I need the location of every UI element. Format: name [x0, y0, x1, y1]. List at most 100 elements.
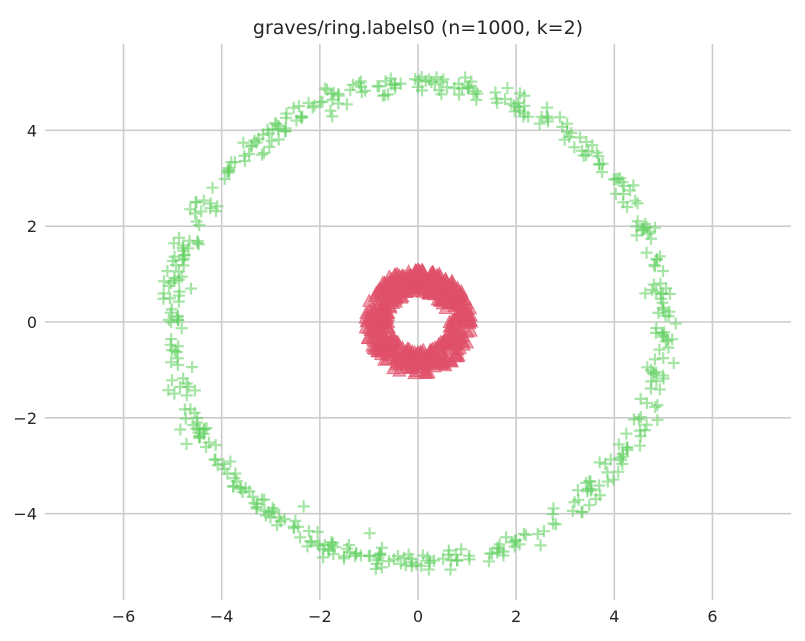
outer-ring-point	[630, 220, 643, 233]
outer-ring-point	[197, 194, 210, 207]
outer-ring-point	[168, 272, 181, 285]
outer-ring-point	[599, 457, 612, 470]
outer-ring-point	[620, 427, 633, 440]
outer-ring-point	[594, 489, 607, 502]
outer-ring-point	[657, 369, 670, 382]
outer-ring-point	[168, 345, 181, 358]
outer-ring-point	[660, 282, 673, 295]
inner-ring-point	[451, 347, 466, 362]
outer-ring-point	[422, 563, 435, 576]
outer-ring-point	[453, 88, 466, 101]
outer-ring-point	[517, 527, 530, 540]
outer-ring-point	[449, 548, 462, 561]
outer-ring-point	[452, 77, 465, 90]
x-tick-label: −6	[112, 607, 136, 626]
outer-ring-point	[653, 383, 666, 396]
x-tick-label: −2	[308, 607, 332, 626]
outer-ring-point	[373, 548, 386, 561]
outer-ring-point	[535, 110, 548, 123]
outer-ring-point	[410, 558, 423, 571]
outer-ring-point	[649, 400, 662, 413]
outer-ring-point	[174, 423, 187, 436]
outer-ring-point	[218, 172, 231, 185]
outer-ring-point	[612, 465, 625, 478]
outer-ring-point	[459, 71, 472, 84]
outer-ring-point	[658, 326, 671, 339]
inner-ring-point	[455, 328, 470, 343]
outer-ring-point	[180, 437, 193, 450]
inner-ring-point	[435, 345, 450, 359]
outer-ring-point	[621, 441, 634, 454]
outer-ring-point	[302, 96, 315, 109]
outer-ring-point	[178, 249, 191, 262]
outer-ring-point	[616, 450, 629, 463]
outer-ring-point	[425, 75, 438, 88]
outer-ring-point	[659, 335, 672, 348]
outer-ring-point	[324, 104, 337, 117]
outer-ring-point	[375, 541, 388, 554]
inner-ring-point	[373, 322, 388, 336]
outer-ring-point	[556, 120, 569, 133]
outer-ring-point	[531, 528, 544, 541]
outer-ring-point	[162, 384, 175, 397]
outer-ring-point	[268, 503, 281, 516]
outer-ring-point	[634, 411, 647, 424]
outer-ring-point	[272, 120, 285, 133]
outer-ring-point	[162, 313, 175, 326]
outer-ring-point	[340, 98, 353, 111]
outer-ring-point	[471, 87, 484, 100]
outer-ring-point	[383, 555, 396, 568]
outer-ring-point	[187, 418, 200, 431]
outer-ring-point	[165, 316, 178, 329]
y-tick-label: −4	[13, 505, 37, 524]
outer-ring-point	[171, 311, 184, 324]
outer-ring-point	[265, 134, 278, 147]
outer-ring-point	[582, 145, 595, 158]
outer-ring-point	[601, 475, 614, 488]
outer-ring-point	[640, 246, 653, 259]
outer-ring-point	[501, 82, 514, 95]
outer-ring-point	[645, 232, 658, 245]
y-tick-labels: −4 −2 0 2 4	[13, 121, 37, 523]
outer-ring-point	[500, 531, 513, 544]
outer-ring-point	[553, 111, 566, 124]
outer-ring-point	[206, 181, 219, 194]
outer-ring-point	[257, 146, 270, 159]
outer-ring-point	[637, 223, 650, 236]
outer-ring-point	[657, 352, 670, 365]
outer-ring-point	[540, 101, 553, 114]
outer-ring-point	[628, 413, 641, 426]
inner-ring-point	[389, 356, 404, 370]
inner-ring-point	[381, 319, 396, 334]
inner-ring-point	[373, 281, 388, 296]
outer-ring-point	[311, 537, 324, 550]
outer-ring-point	[497, 545, 510, 558]
outer-ring-point	[646, 283, 659, 296]
outer-ring-point	[272, 133, 285, 146]
inner-ring-point	[403, 279, 418, 294]
outer-ring-point	[173, 231, 186, 244]
inner-ring-point	[388, 267, 403, 282]
outer-ring-point	[344, 83, 357, 96]
outer-ring-point	[645, 375, 658, 388]
outer-ring-point	[379, 75, 392, 88]
outer-ring-point	[593, 456, 606, 469]
outer-ring-point	[256, 148, 269, 161]
outer-ring-point	[518, 89, 531, 102]
outer-ring-point	[639, 287, 652, 300]
outer-ring-point	[629, 194, 642, 207]
outer-ring-point	[463, 553, 476, 566]
inner-ring-point	[424, 265, 440, 279]
outer-ring-point	[649, 221, 662, 234]
outer-ring-point	[574, 131, 587, 144]
outer-ring-point	[657, 264, 670, 277]
outer-ring-point	[280, 107, 293, 120]
outer-ring-point	[441, 81, 454, 94]
inner-ring-point	[434, 287, 449, 301]
outer-ring-point	[533, 117, 546, 130]
outer-ring-point	[237, 136, 250, 149]
outer-ring-point	[245, 140, 258, 153]
outer-ring-point	[177, 259, 190, 272]
outer-ring-point	[185, 282, 198, 295]
